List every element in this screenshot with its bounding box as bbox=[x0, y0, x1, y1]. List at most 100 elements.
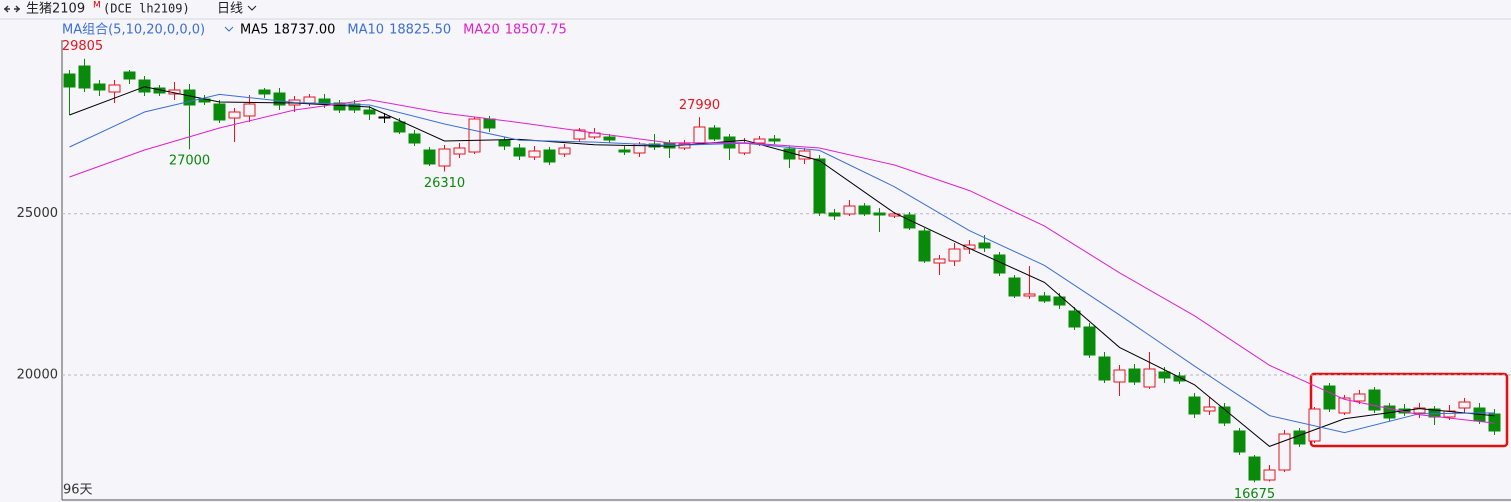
candle-body bbox=[468, 118, 481, 153]
candle-body bbox=[408, 133, 421, 144]
candle-body bbox=[1053, 296, 1066, 306]
candle-body bbox=[1158, 371, 1171, 379]
candle-body bbox=[228, 111, 241, 119]
candle-body bbox=[738, 142, 751, 154]
candle-body bbox=[1143, 368, 1156, 388]
candle-body bbox=[1233, 430, 1246, 453]
candle-body bbox=[693, 126, 706, 144]
candle-body bbox=[393, 121, 406, 133]
candle-body bbox=[1068, 310, 1081, 328]
candle-body bbox=[603, 136, 616, 141]
candle-body bbox=[933, 258, 946, 264]
candle-body bbox=[708, 127, 721, 140]
candle-body bbox=[1218, 406, 1231, 424]
candle-body bbox=[483, 118, 496, 129]
candle-body bbox=[438, 148, 451, 167]
candle-body bbox=[978, 242, 991, 249]
candle-body bbox=[1113, 369, 1126, 383]
candle-body bbox=[558, 147, 571, 155]
bar-count: 96天 bbox=[63, 483, 93, 498]
candle-body bbox=[1023, 293, 1036, 297]
candle-body bbox=[453, 147, 466, 155]
candle-body bbox=[873, 212, 886, 216]
period[interactable]: 日线 bbox=[217, 2, 243, 17]
indicator[interactable]: MA组合(5,10,20,0,0,0) bbox=[62, 23, 205, 38]
extreme-label: 16675 bbox=[1234, 487, 1275, 502]
ma-line bbox=[69, 86, 1495, 447]
candle-body bbox=[828, 212, 841, 217]
candle-body bbox=[1368, 389, 1381, 411]
candle-body bbox=[543, 149, 556, 163]
candle-body bbox=[498, 139, 511, 147]
title-sup: M bbox=[93, 1, 101, 11]
ma-line bbox=[69, 93, 1495, 434]
candle-body bbox=[1293, 430, 1306, 445]
candle-body bbox=[843, 205, 856, 215]
legend-value: 18825.50 bbox=[389, 23, 451, 38]
y-tick-label: 20000 bbox=[17, 368, 58, 383]
candle-body bbox=[1278, 433, 1291, 471]
candle-body bbox=[78, 65, 91, 89]
candle-body bbox=[1248, 456, 1261, 481]
candle-body bbox=[1458, 401, 1471, 409]
candle-body bbox=[378, 116, 391, 119]
title: 生猪2109 bbox=[26, 2, 85, 17]
candle-body bbox=[63, 73, 76, 88]
candle-body bbox=[813, 158, 826, 214]
candle-body bbox=[753, 138, 766, 144]
indicator-chevron[interactable] bbox=[224, 26, 234, 32]
candle-body bbox=[333, 102, 346, 111]
legend-name: MA5 bbox=[240, 23, 268, 38]
candle-body bbox=[1098, 356, 1111, 381]
period-chevron[interactable] bbox=[247, 5, 257, 11]
extreme-label: 29805 bbox=[62, 39, 103, 54]
candle-body bbox=[93, 83, 106, 91]
legend-value: 18507.75 bbox=[505, 23, 567, 38]
icon-path bbox=[4, 5, 20, 13]
candle-body bbox=[573, 129, 586, 140]
subtitle: (DCE lh2109) bbox=[103, 2, 190, 16]
candle-body bbox=[1083, 326, 1096, 356]
candle-body bbox=[858, 205, 871, 215]
candle-body bbox=[423, 149, 436, 165]
candle-body bbox=[213, 103, 226, 121]
candle-body bbox=[138, 79, 151, 93]
candle-body bbox=[1128, 368, 1141, 383]
candle-body bbox=[1338, 397, 1351, 414]
extreme-label: 27000 bbox=[169, 154, 210, 169]
candle-body bbox=[528, 150, 541, 158]
candle-body bbox=[1413, 407, 1426, 414]
legend-name: MA10 bbox=[347, 23, 384, 38]
candle-body bbox=[618, 149, 631, 153]
candle-body bbox=[918, 230, 931, 262]
candle-body bbox=[258, 89, 271, 95]
candle-body bbox=[768, 138, 781, 142]
legend-name: MA20 bbox=[463, 23, 500, 38]
candle-body bbox=[108, 84, 121, 93]
link-icon bbox=[4, 5, 20, 13]
candle-body bbox=[1323, 385, 1336, 410]
candle-body bbox=[1008, 277, 1021, 297]
candle-body bbox=[273, 92, 286, 106]
candle-body bbox=[678, 143, 691, 149]
extreme-label: 26310 bbox=[424, 176, 465, 191]
candle-body bbox=[1173, 375, 1186, 382]
candle-body bbox=[1188, 396, 1201, 415]
candle-body bbox=[888, 213, 901, 217]
candle-body bbox=[1203, 406, 1216, 412]
candle-body bbox=[303, 96, 316, 104]
candle-body bbox=[1038, 295, 1051, 302]
ma-line bbox=[69, 99, 1495, 424]
candle-body bbox=[513, 147, 526, 157]
extreme-label: 27990 bbox=[679, 98, 720, 113]
candle-body bbox=[1353, 393, 1366, 402]
candle-body bbox=[1263, 469, 1276, 481]
y-tick-label: 25000 bbox=[17, 206, 58, 221]
candle-body bbox=[123, 71, 136, 80]
candle-body bbox=[948, 248, 961, 262]
candle-body bbox=[363, 109, 376, 115]
legend-value: 18737.00 bbox=[273, 23, 335, 38]
candle-body bbox=[903, 214, 916, 229]
